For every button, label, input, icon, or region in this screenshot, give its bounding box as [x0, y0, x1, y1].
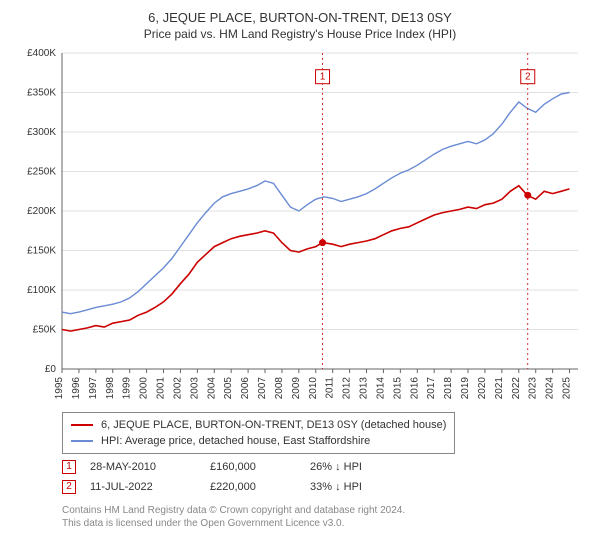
svg-text:2002: 2002	[172, 377, 183, 400]
sale-date: 11-JUL-2022	[90, 481, 210, 493]
svg-text:1999: 1999	[122, 377, 133, 400]
sale-badge: 2	[62, 480, 76, 494]
footer-line-1: Contains HM Land Registry data © Crown c…	[62, 504, 582, 517]
svg-text:2018: 2018	[443, 377, 454, 400]
svg-text:2004: 2004	[206, 377, 217, 400]
sale-date: 28-MAY-2010	[90, 461, 210, 473]
sale-price: £160,000	[210, 461, 310, 473]
svg-text:2015: 2015	[392, 377, 403, 400]
svg-text:2000: 2000	[139, 377, 150, 400]
sale-row: 1 28-MAY-2010 £160,000 26% ↓ HPI	[62, 460, 582, 474]
svg-text:2: 2	[525, 72, 531, 83]
svg-text:2020: 2020	[477, 377, 488, 400]
svg-text:2025: 2025	[562, 377, 573, 400]
svg-text:2005: 2005	[223, 377, 234, 400]
legend: 6, JEQUE PLACE, BURTON-ON-TRENT, DE13 0S…	[62, 412, 455, 454]
legend-swatch-property	[71, 424, 93, 426]
svg-text:1995: 1995	[54, 377, 65, 400]
svg-text:£0: £0	[45, 364, 57, 375]
svg-text:2014: 2014	[375, 377, 386, 400]
svg-text:2016: 2016	[409, 377, 420, 400]
legend-label-hpi: HPI: Average price, detached house, East…	[101, 433, 370, 449]
svg-text:1998: 1998	[105, 377, 116, 400]
svg-text:2019: 2019	[460, 377, 471, 400]
legend-label-property: 6, JEQUE PLACE, BURTON-ON-TRENT, DE13 0S…	[101, 417, 446, 433]
legend-swatch-hpi	[71, 440, 93, 442]
chart-title: 6, JEQUE PLACE, BURTON-ON-TRENT, DE13 0S…	[18, 10, 582, 25]
svg-text:£50K: £50K	[33, 325, 57, 336]
svg-text:2001: 2001	[156, 377, 167, 400]
svg-text:2006: 2006	[240, 377, 251, 400]
svg-text:£150K: £150K	[27, 246, 56, 257]
svg-text:£200K: £200K	[27, 206, 56, 217]
svg-text:2010: 2010	[308, 377, 319, 400]
svg-text:£250K: £250K	[27, 167, 56, 178]
svg-text:2012: 2012	[342, 377, 353, 400]
svg-text:£400K: £400K	[27, 49, 56, 59]
sale-hpi: 33% ↓ HPI	[310, 481, 410, 493]
sales-list: 1 28-MAY-2010 £160,000 26% ↓ HPI 2 11-JUL…	[18, 460, 582, 494]
sale-price: £220,000	[210, 481, 310, 493]
svg-text:£350K: £350K	[27, 88, 56, 99]
svg-text:2007: 2007	[257, 377, 268, 400]
chart-svg: £0 £50K £100K £150K £200K £250K £300K £350K £400…	[18, 49, 582, 404]
svg-text:1996: 1996	[71, 377, 82, 400]
svg-text:£300K: £300K	[27, 127, 56, 138]
chart-plot: £0 £50K £100K £150K £200K £250K £300K £350K £400…	[18, 49, 582, 404]
svg-text:2011: 2011	[325, 377, 336, 399]
svg-text:2024: 2024	[545, 377, 556, 400]
svg-text:2023: 2023	[528, 377, 539, 400]
svg-text:2022: 2022	[511, 377, 522, 400]
svg-text:£100K: £100K	[27, 285, 56, 296]
svg-text:2021: 2021	[494, 377, 505, 400]
sale-badge: 1	[62, 460, 76, 474]
footer-text: Contains HM Land Registry data © Crown c…	[62, 504, 582, 530]
svg-text:2017: 2017	[426, 377, 437, 400]
sale-row: 2 11-JUL-2022 £220,000 33% ↓ HPI	[62, 480, 582, 494]
svg-text:2009: 2009	[291, 377, 302, 400]
svg-text:1997: 1997	[88, 377, 99, 400]
svg-text:2013: 2013	[359, 377, 370, 400]
svg-text:1: 1	[320, 72, 326, 83]
footer-line-2: This data is licensed under the Open Gov…	[62, 517, 582, 530]
sale-hpi: 26% ↓ HPI	[310, 461, 410, 473]
svg-text:2008: 2008	[274, 377, 285, 400]
chart-container: 6, JEQUE PLACE, BURTON-ON-TRENT, DE13 0S…	[0, 0, 600, 560]
chart-subtitle: Price paid vs. HM Land Registry's House …	[18, 27, 582, 41]
legend-item-hpi: HPI: Average price, detached house, East…	[71, 433, 446, 449]
legend-item-property: 6, JEQUE PLACE, BURTON-ON-TRENT, DE13 0S…	[71, 417, 446, 433]
svg-text:2003: 2003	[189, 377, 200, 400]
